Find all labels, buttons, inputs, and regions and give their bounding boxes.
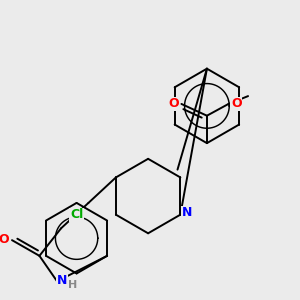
Text: O: O (231, 98, 242, 110)
Text: H: H (68, 280, 77, 290)
Text: O: O (0, 233, 10, 246)
Text: O: O (168, 98, 179, 110)
Text: N: N (57, 274, 67, 287)
Text: N: N (182, 206, 192, 219)
Text: Cl: Cl (70, 208, 83, 221)
